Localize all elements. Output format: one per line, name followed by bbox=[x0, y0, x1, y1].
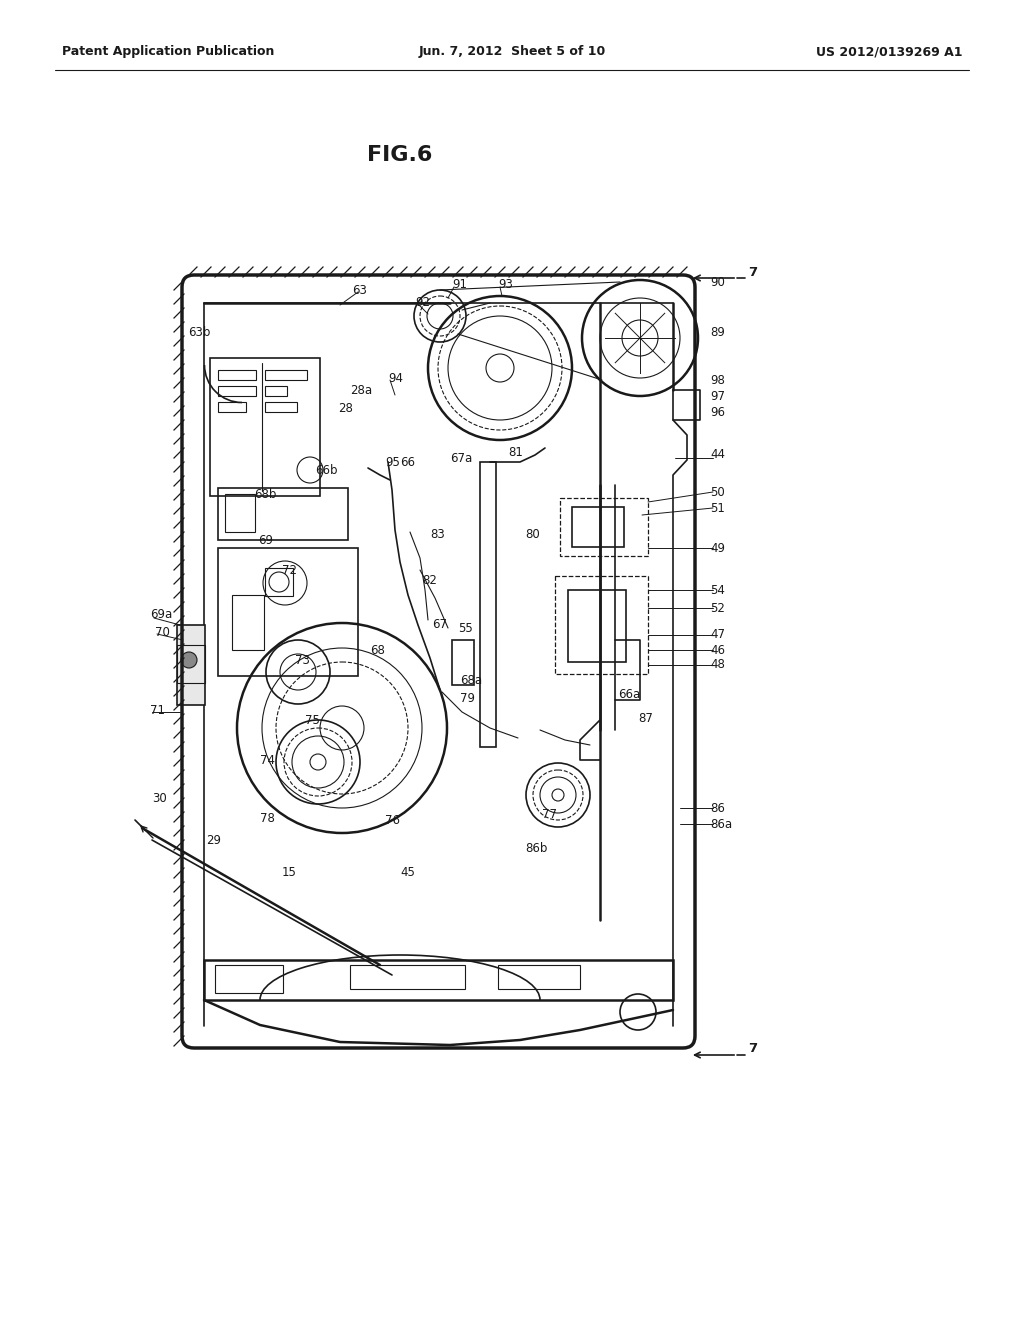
Text: 46: 46 bbox=[710, 644, 725, 656]
Bar bbox=[265, 568, 293, 597]
Bar bbox=[555, 576, 648, 675]
Text: 63b: 63b bbox=[188, 326, 210, 338]
Text: 47: 47 bbox=[710, 628, 725, 642]
Text: 80: 80 bbox=[525, 528, 540, 541]
Text: 28a: 28a bbox=[350, 384, 372, 396]
Text: 76: 76 bbox=[385, 813, 400, 826]
Bar bbox=[265, 403, 297, 412]
Text: 71: 71 bbox=[150, 704, 165, 717]
Bar bbox=[218, 548, 358, 676]
Text: US 2012/0139269 A1: US 2012/0139269 A1 bbox=[815, 45, 962, 58]
Text: 66: 66 bbox=[400, 455, 415, 469]
Bar bbox=[177, 624, 205, 705]
Bar bbox=[350, 965, 465, 989]
Text: 54: 54 bbox=[710, 583, 725, 597]
Text: 86a: 86a bbox=[710, 817, 732, 830]
Text: Jun. 7, 2012  Sheet 5 of 10: Jun. 7, 2012 Sheet 5 of 10 bbox=[419, 45, 605, 58]
Text: 66b: 66b bbox=[315, 463, 338, 477]
Text: 94: 94 bbox=[388, 371, 403, 384]
Text: 66a: 66a bbox=[618, 689, 640, 701]
Bar bbox=[218, 370, 256, 380]
Text: 96: 96 bbox=[710, 405, 725, 418]
Circle shape bbox=[181, 652, 197, 668]
Text: 55: 55 bbox=[458, 622, 473, 635]
Text: 51: 51 bbox=[710, 502, 725, 515]
Text: 68: 68 bbox=[370, 644, 385, 656]
Text: 68b: 68b bbox=[254, 488, 276, 502]
Text: 90: 90 bbox=[710, 276, 725, 289]
Text: 98: 98 bbox=[710, 374, 725, 387]
Bar bbox=[225, 494, 255, 532]
Text: 69: 69 bbox=[258, 533, 273, 546]
Text: 28: 28 bbox=[338, 401, 353, 414]
Text: 83: 83 bbox=[430, 528, 444, 541]
Text: 73: 73 bbox=[295, 653, 310, 667]
Text: 97: 97 bbox=[710, 389, 725, 403]
Bar bbox=[480, 462, 496, 747]
Text: 91: 91 bbox=[452, 279, 467, 292]
Text: Patent Application Publication: Patent Application Publication bbox=[62, 45, 274, 58]
Text: 49: 49 bbox=[710, 541, 725, 554]
Text: 44: 44 bbox=[710, 449, 725, 462]
Bar bbox=[498, 965, 580, 989]
Text: 29: 29 bbox=[206, 833, 221, 846]
Text: 81: 81 bbox=[508, 446, 523, 458]
Text: 86b: 86b bbox=[525, 842, 548, 854]
Bar bbox=[560, 498, 648, 556]
Bar bbox=[210, 358, 319, 496]
Text: 48: 48 bbox=[710, 659, 725, 672]
Text: 77: 77 bbox=[542, 808, 557, 821]
Text: 70: 70 bbox=[155, 626, 170, 639]
Text: 79: 79 bbox=[460, 692, 475, 705]
Circle shape bbox=[310, 754, 326, 770]
Bar bbox=[218, 385, 256, 396]
Bar bbox=[218, 488, 348, 540]
Text: 72: 72 bbox=[282, 564, 297, 577]
Text: 15: 15 bbox=[282, 866, 297, 879]
Text: FIG.6: FIG.6 bbox=[368, 145, 433, 165]
Text: 7: 7 bbox=[748, 265, 757, 279]
Bar bbox=[215, 965, 283, 993]
Bar bbox=[568, 590, 626, 663]
Bar bbox=[452, 640, 474, 685]
Text: 52: 52 bbox=[710, 602, 725, 615]
Text: 82: 82 bbox=[422, 573, 437, 586]
Text: 78: 78 bbox=[260, 812, 274, 825]
Text: 50: 50 bbox=[710, 486, 725, 499]
Text: 89: 89 bbox=[710, 326, 725, 338]
Text: 86: 86 bbox=[710, 801, 725, 814]
Text: 69a: 69a bbox=[150, 609, 172, 622]
Text: 63: 63 bbox=[352, 284, 367, 297]
Bar bbox=[177, 645, 205, 682]
Bar bbox=[572, 507, 624, 546]
Text: 7: 7 bbox=[748, 1041, 757, 1055]
Text: 30: 30 bbox=[152, 792, 167, 804]
Text: 75: 75 bbox=[305, 714, 319, 726]
Text: 95: 95 bbox=[385, 455, 400, 469]
Text: 45: 45 bbox=[400, 866, 415, 879]
Text: 74: 74 bbox=[260, 754, 275, 767]
Bar bbox=[218, 403, 246, 412]
Bar bbox=[204, 960, 673, 1001]
Bar bbox=[232, 595, 264, 649]
Text: 68a: 68a bbox=[460, 673, 482, 686]
Text: 87: 87 bbox=[638, 711, 653, 725]
Text: 67a: 67a bbox=[450, 451, 472, 465]
Bar bbox=[265, 385, 287, 396]
Bar bbox=[265, 370, 307, 380]
Text: 92: 92 bbox=[415, 296, 430, 309]
Text: 93: 93 bbox=[498, 279, 513, 292]
Text: 67: 67 bbox=[432, 619, 447, 631]
